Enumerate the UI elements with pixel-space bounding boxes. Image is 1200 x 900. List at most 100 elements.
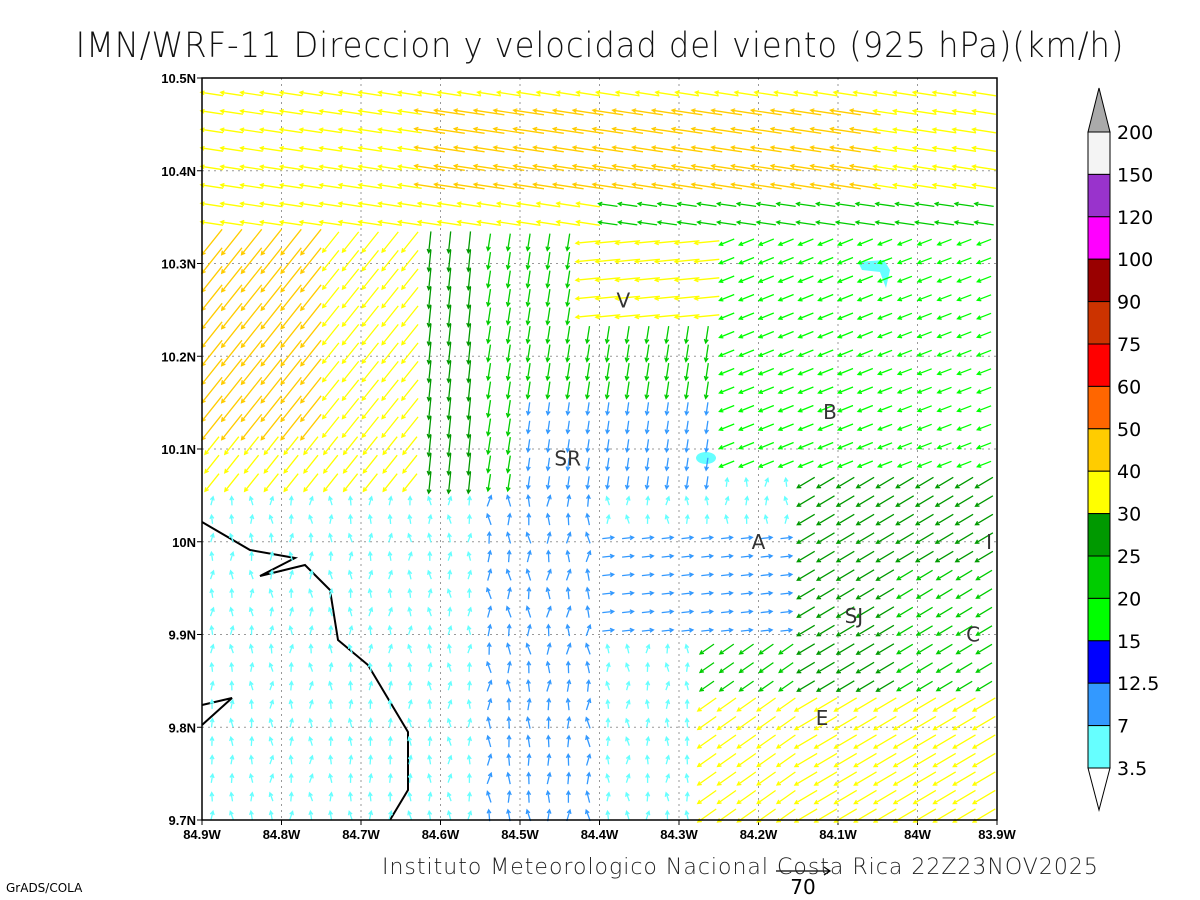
wind-arrow <box>278 182 303 189</box>
wind-arrow <box>260 358 283 386</box>
wind-arrow <box>749 145 782 153</box>
colorbar-segment <box>1087 555 1111 599</box>
wind-arrow <box>718 238 735 247</box>
wind-arrow <box>223 436 240 456</box>
wind-arrow <box>650 126 683 134</box>
wind-arrow <box>381 286 399 309</box>
wind-arrow <box>505 531 512 544</box>
wind-arrow <box>571 182 604 190</box>
wind-arrow <box>387 717 393 728</box>
wind-arrow <box>624 439 630 454</box>
wind-arrow <box>795 220 816 226</box>
wind-arrow <box>664 420 670 435</box>
wind-arrow <box>976 423 992 431</box>
wind-arrow <box>485 512 492 526</box>
wind-arrow <box>551 163 584 171</box>
wind-arrow <box>269 606 275 617</box>
wind-arrow <box>584 363 591 382</box>
wind-arrow <box>625 736 630 746</box>
colorbar-segment <box>1087 258 1111 303</box>
wind-arrow <box>260 284 283 312</box>
wind-arrow <box>665 495 671 506</box>
wind-arrow <box>239 164 263 171</box>
wind-arrow <box>466 772 472 783</box>
wind-arrow <box>258 182 283 189</box>
wind-arrow <box>896 405 913 413</box>
wind-arrow <box>387 791 393 802</box>
wind-arrow <box>673 240 700 246</box>
wind-arrow <box>796 606 816 618</box>
wind-arrow <box>670 163 703 171</box>
wind-arrow <box>784 514 789 524</box>
wind-arrow <box>631 108 663 116</box>
wind-arrow <box>506 549 512 563</box>
wind-arrow <box>611 145 644 153</box>
y-tick-label: 10.3N <box>161 257 196 272</box>
wind-arrow <box>585 586 591 600</box>
wind-arrow <box>795 201 816 208</box>
wind-arrow <box>872 734 897 749</box>
wind-arrow <box>951 145 977 152</box>
wind-arrow <box>229 495 235 506</box>
wind-arrow <box>337 219 363 226</box>
wind-arrow <box>545 402 551 417</box>
wind-arrow <box>328 717 334 728</box>
wind-arrow <box>718 275 735 284</box>
wind-arrow <box>757 312 775 321</box>
coastline <box>201 521 409 821</box>
wind-arrow <box>357 127 383 134</box>
wind-arrow <box>730 182 762 190</box>
wind-arrow <box>936 368 952 376</box>
wind-arrow <box>209 643 215 654</box>
wind-arrow <box>229 754 235 765</box>
wind-arrow <box>525 642 532 655</box>
wind-arrow <box>249 698 254 709</box>
wind-arrow <box>951 127 977 134</box>
wind-arrow <box>815 532 835 544</box>
wind-arrow <box>956 368 972 376</box>
wind-arrow <box>229 680 235 691</box>
wind-arrow <box>916 423 932 431</box>
wind-arrow <box>718 460 735 469</box>
wind-arrow <box>361 323 380 346</box>
wind-arrow <box>347 606 353 617</box>
wind-arrow <box>427 680 432 691</box>
y-tick-label: 10N <box>172 535 196 550</box>
wind-arrow <box>856 404 874 413</box>
wind-arrow <box>877 368 893 376</box>
wind-arrow <box>337 90 363 97</box>
wind-arrow <box>813 752 838 768</box>
wind-arrow <box>624 476 630 491</box>
wind-arrow <box>872 789 897 805</box>
wind-arrow <box>616 220 638 226</box>
wind-arrow <box>526 623 532 637</box>
wind-arrow <box>298 182 323 189</box>
wind-arrow <box>260 265 283 293</box>
wind-arrow <box>625 754 631 765</box>
colorbar-segment <box>1087 216 1111 260</box>
wind-arrow <box>388 643 393 654</box>
wind-arrow <box>932 715 957 731</box>
wind-arrow <box>280 321 302 349</box>
wind-arrow <box>219 108 243 115</box>
wind-arrow <box>525 605 532 618</box>
wind-arrow <box>308 754 314 765</box>
wind-arrow <box>796 569 816 581</box>
wind-arrow <box>240 302 263 330</box>
wind-arrow <box>614 240 641 246</box>
wind-arrow <box>976 238 992 246</box>
wind-arrow <box>249 717 255 728</box>
wind-arrow <box>624 402 630 417</box>
wind-arrow <box>913 220 935 226</box>
wind-arrow <box>892 715 917 731</box>
wind-arrow <box>585 623 592 637</box>
wind-arrow <box>834 220 856 226</box>
wind-arrow <box>446 662 452 672</box>
wind-arrow <box>382 454 398 474</box>
wind-arrow <box>817 423 834 432</box>
wind-arrow <box>704 420 710 435</box>
wind-arrow <box>936 257 952 265</box>
wind-arrow <box>585 567 591 581</box>
wind-arrow <box>591 163 624 171</box>
wind-arrow <box>681 590 695 596</box>
